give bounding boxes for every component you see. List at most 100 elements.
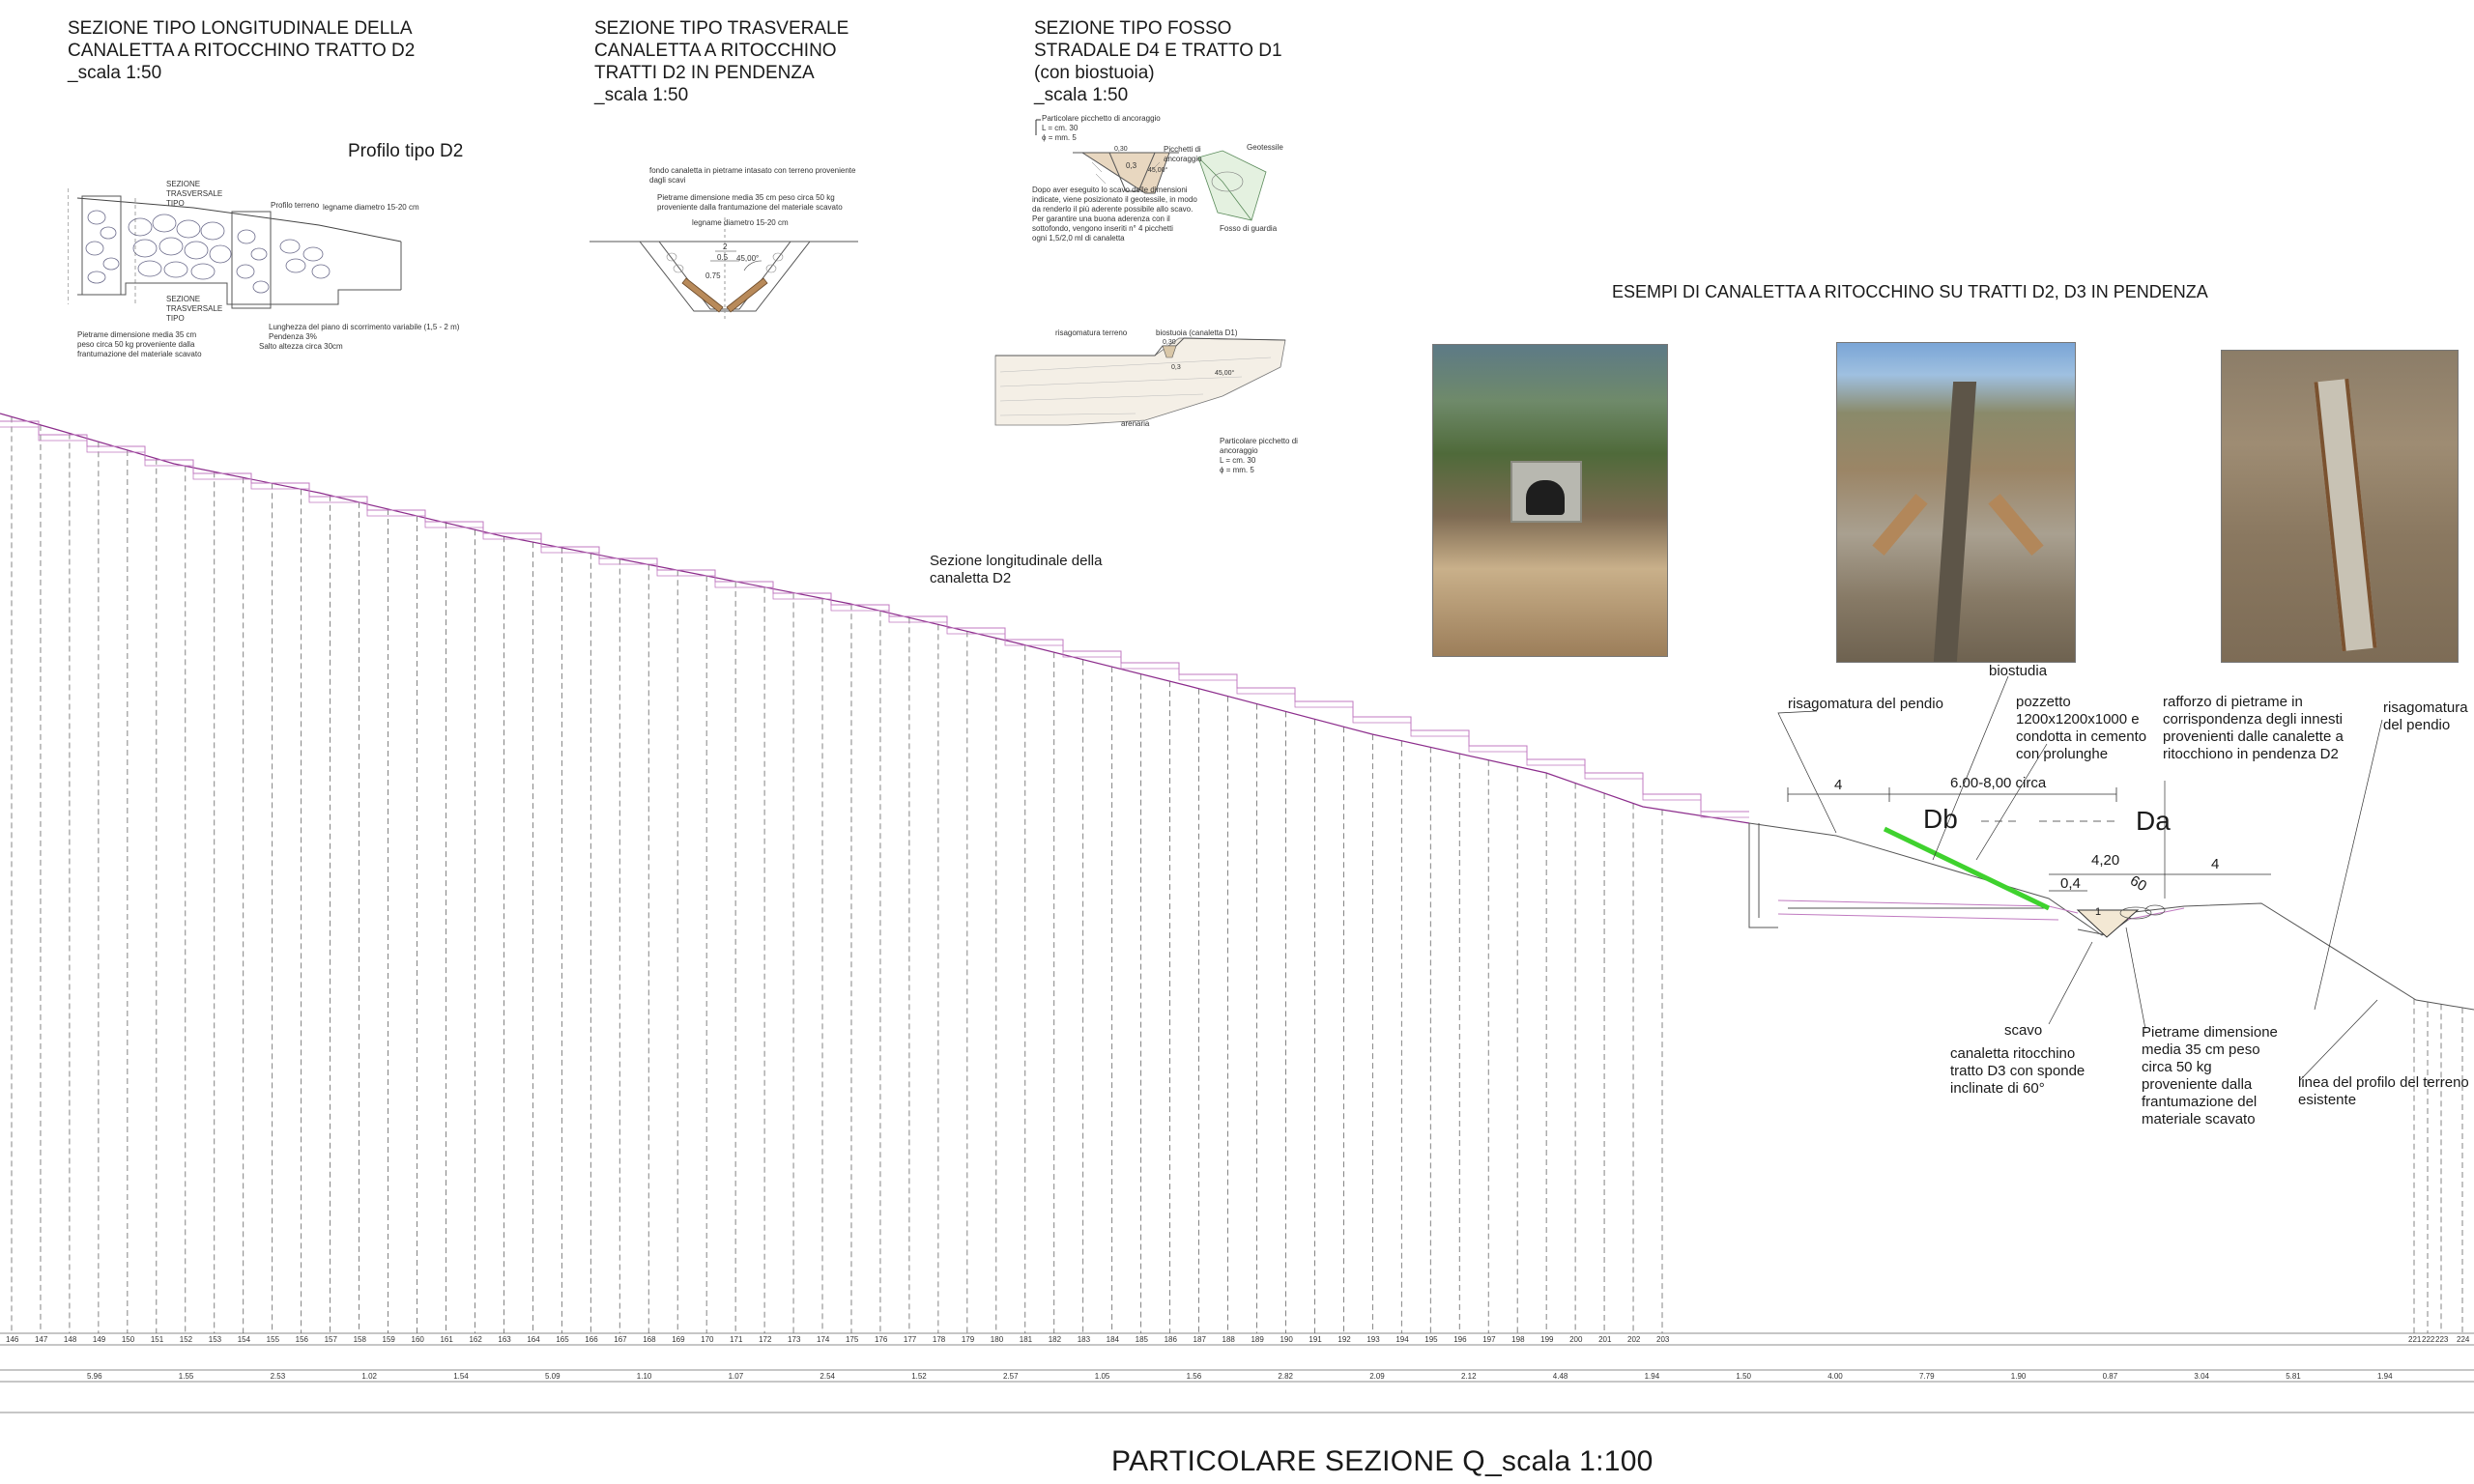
label-biostudia: biostudia — [1989, 663, 2048, 679]
distance-label: 1.56 — [1187, 1372, 1202, 1381]
station-id: 176 — [875, 1335, 888, 1344]
d3-dim-angle: 45,00° — [1148, 166, 1168, 174]
header-ditch-section: SEZIONE TIPO FOSSO STRADALE D4 E TRATTO … — [1034, 18, 1282, 105]
station-id: 169 — [672, 1335, 685, 1344]
label-pozzetto: pozzetto 1200x1200x1000 e condotta in ce… — [2016, 694, 2147, 762]
d1-profilo-terreno: Profilo terreno — [271, 201, 320, 210]
header-transversal-section: SEZIONE TIPO TRASVERALE CANALETTA A RITO… — [594, 18, 849, 105]
label-da: Da — [2136, 806, 2171, 836]
station-id: 190 — [1280, 1335, 1293, 1344]
label-scavo: scavo — [2004, 1022, 2043, 1039]
d1-lunghezza: Lunghezza del piano di scorrimento varia… — [269, 323, 460, 341]
d4-dim-03: 0,3 — [1171, 364, 1181, 371]
distance-label: 4.00 — [1827, 1372, 1843, 1381]
d1-legname: legname diametro 15-20 cm — [323, 203, 419, 212]
d3-picchetti: Picchetti di ancoraggio — [1164, 145, 1202, 163]
station-id: 189 — [1251, 1335, 1264, 1344]
station-id: 181 — [1020, 1335, 1033, 1344]
d2-dim-angle: 45,00° — [736, 254, 759, 263]
label-rafforzo: rafforzo di pietrame in corrispondenza d… — [2163, 694, 2344, 762]
d4-biostuoia: biostuoia (canaletta D1) — [1156, 328, 1238, 337]
label-risagomatura-right: risagomatura del pendio — [2383, 699, 2468, 733]
d3-channel — [2076, 909, 2140, 938]
distance-label: 1.10 — [637, 1372, 652, 1381]
distance-label: 5.96 — [87, 1372, 102, 1381]
distance-label: 1.05 — [1095, 1372, 1110, 1381]
detail-biostuoia-d1: 0,3 0,30 45,00° — [994, 337, 1286, 426]
station-id: 222 — [2422, 1335, 2435, 1344]
station-id: 172 — [759, 1335, 772, 1344]
station-id: 223 — [2435, 1335, 2449, 1344]
dim-span: 6.00-8,00 circa — [1950, 775, 2047, 791]
distance-label: 2.53 — [271, 1372, 286, 1381]
station-id: 200 — [1569, 1335, 1583, 1344]
station-id: 202 — [1627, 1335, 1641, 1344]
station-id: 147 — [35, 1335, 48, 1344]
station-id: 187 — [1194, 1335, 1207, 1344]
distance-label: 5.09 — [545, 1372, 561, 1381]
station-id: 182 — [1049, 1335, 1062, 1344]
leader-lines — [1777, 675, 2383, 1081]
distance-label: 1.54 — [453, 1372, 469, 1381]
distance-label: 0.87 — [2103, 1372, 2118, 1381]
d3-dim-03: 0,3 — [1126, 161, 1137, 170]
station-id: 188 — [1223, 1335, 1236, 1344]
station-id: 164 — [527, 1335, 540, 1344]
canaletta-bottom — [0, 426, 1749, 818]
station-id: 161 — [440, 1335, 453, 1344]
d4-dim-angle: 45,00° — [1215, 369, 1235, 377]
photo-1 — [1432, 344, 1668, 657]
distance-label: 2.54 — [820, 1372, 835, 1381]
label-linea-profilo: linea del profilo del terreno esistente — [2298, 1074, 2469, 1108]
biostudia-segment — [1883, 826, 2051, 911]
station-id: 151 — [151, 1335, 164, 1344]
station-id: 194 — [1395, 1335, 1409, 1344]
d2-dim-mid: 0.5 — [717, 253, 729, 262]
station-id: 183 — [1078, 1335, 1091, 1344]
distance-label: 1.07 — [729, 1372, 744, 1381]
d3-picchetto-top: Particolare picchetto di ancoraggio L = … — [1042, 114, 1161, 142]
d4-dim-030: 0,30 — [1163, 339, 1176, 346]
dim-4-left: 4 — [1834, 777, 1843, 793]
d3-geotessile: Geotessile — [1247, 143, 1283, 152]
station-id: 154 — [238, 1335, 251, 1344]
station-id: 167 — [614, 1335, 627, 1344]
station-ids: 146 147 148 149 150 151 152 153 154 155 156 157 158 1… — [6, 1335, 2470, 1344]
station-id: 157 — [325, 1335, 338, 1344]
longitudinal-section-label: Sezione longitudinale della canaletta D2 — [930, 553, 1103, 586]
station-id: 152 — [180, 1335, 193, 1344]
distance-label: 5.81 — [2286, 1372, 2301, 1381]
distance-labels: 5.96 1.55 2.53 1.02 1.54 5.09 1.10 1.07 2.54 1.52… — [87, 1372, 2393, 1381]
station-id: 162 — [469, 1335, 482, 1344]
station-id: 224 — [2457, 1335, 2470, 1344]
d1-sezione-top: SEZIONE TRASVERSALE TIPO — [166, 180, 223, 208]
d4-picchetto: Particolare picchetto di ancoraggio L = … — [1220, 437, 1298, 474]
distance-label: 1.52 — [911, 1372, 927, 1381]
d2-legname: legname diametro 15-20 cm — [692, 218, 789, 227]
station-id: 175 — [846, 1335, 859, 1344]
station-id: 180 — [991, 1335, 1004, 1344]
dim-1: 1 — [2095, 906, 2102, 918]
station-id: 192 — [1338, 1335, 1351, 1344]
station-id: 159 — [383, 1335, 396, 1344]
dim-420: 4,20 — [2091, 852, 2120, 869]
detail-transversal-d2: 2 0.5 0.75 45,00° — [590, 217, 858, 319]
station-id: 201 — [1598, 1335, 1612, 1344]
station-id: 203 — [1656, 1335, 1670, 1344]
station-id: 163 — [498, 1335, 511, 1344]
station-id: 158 — [354, 1335, 367, 1344]
distance-label: 2.82 — [1278, 1372, 1293, 1381]
d4-arenaria: arenaria — [1121, 419, 1150, 428]
label-pietrame: Pietrame dimensione media 35 cm peso cir… — [2142, 1024, 2278, 1127]
station-id: 196 — [1453, 1335, 1467, 1344]
station-id: 198 — [1511, 1335, 1525, 1344]
d2-dim-left: 0.75 — [705, 271, 721, 280]
station-id: 168 — [643, 1335, 656, 1344]
distance-label: 2.12 — [1461, 1372, 1477, 1381]
distance-label: 1.94 — [2377, 1372, 2393, 1381]
canaletta-profile — [0, 420, 1749, 813]
station-id: 221 — [2408, 1335, 2422, 1344]
d1-sezione-bottom: SEZIONE TRASVERSALE TIPO — [166, 295, 223, 323]
detail-profile-d2 — [68, 188, 402, 309]
